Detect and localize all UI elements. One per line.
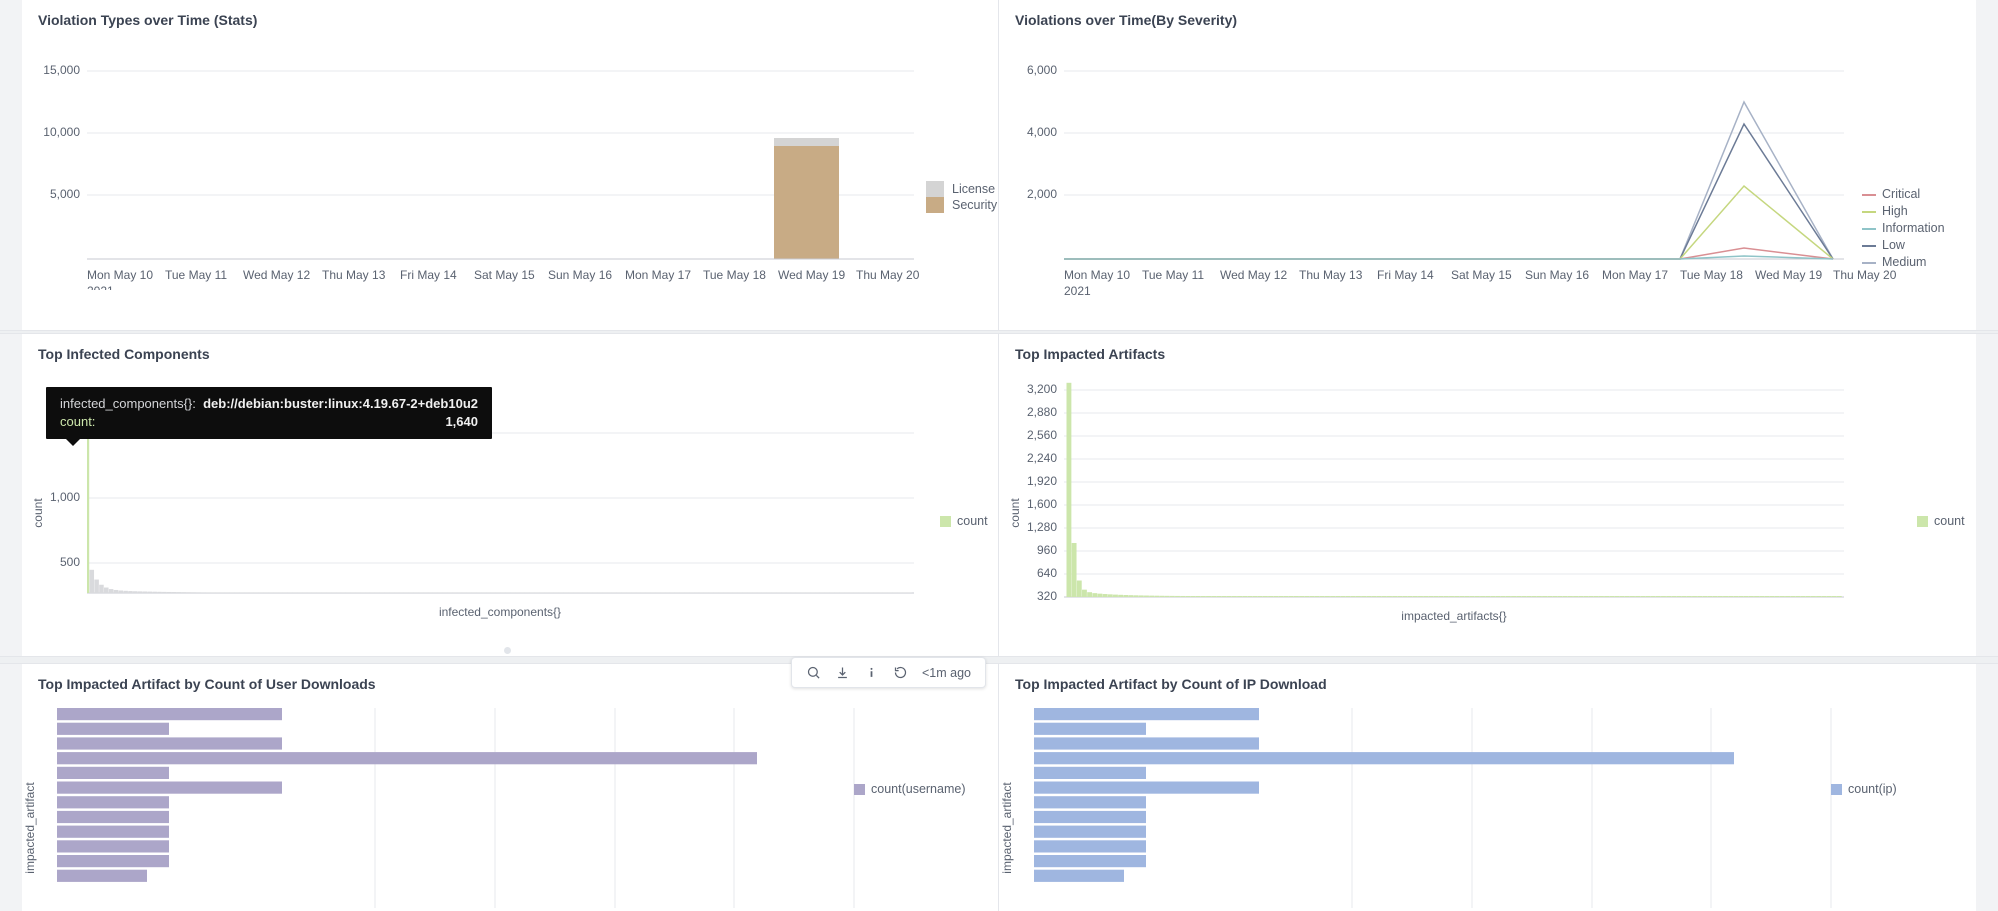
svg-text:960: 960	[1037, 543, 1057, 557]
svg-text:impacted_artifact: impacted_artifact	[1000, 782, 1014, 874]
svg-text:Thu May 13: Thu May 13	[322, 268, 386, 282]
svg-text:Wed May 19: Wed May 19	[1755, 268, 1822, 282]
svg-text:2021: 2021	[87, 284, 114, 290]
svg-text:320: 320	[1037, 589, 1057, 603]
svg-text:Tue May 11: Tue May 11	[1142, 268, 1204, 282]
svg-text:2021: 2021	[1064, 284, 1091, 298]
svg-text:Wed May 12: Wed May 12	[243, 268, 310, 282]
svg-text:Sat May 15: Sat May 15	[474, 268, 535, 282]
svg-text:2,560: 2,560	[1027, 428, 1057, 442]
svg-text:Tue May 18: Tue May 18	[703, 268, 766, 282]
svg-text:6,000: 6,000	[1027, 63, 1057, 77]
svg-text:Tue May 18: Tue May 18	[1680, 268, 1743, 282]
svg-text:1,920: 1,920	[1027, 474, 1057, 488]
svg-text:infected_components{}: infected_components{}	[439, 605, 561, 619]
svg-text:3,200: 3,200	[1027, 382, 1057, 396]
svg-text:1,600: 1,600	[1027, 497, 1057, 511]
svg-text:Mon May 17: Mon May 17	[625, 268, 691, 282]
svg-text:2,880: 2,880	[1027, 405, 1057, 419]
svg-text:Sat May 15: Sat May 15	[1451, 268, 1512, 282]
svg-text:impacted_artifact: impacted_artifact	[23, 782, 37, 874]
svg-text:Mon May 10: Mon May 10	[1064, 268, 1130, 282]
svg-text:2,000: 2,000	[1027, 187, 1057, 201]
svg-text:count: count	[1008, 498, 1022, 528]
svg-text:10,000: 10,000	[43, 125, 80, 139]
svg-text:Mon May 17: Mon May 17	[1602, 268, 1668, 282]
svg-text:Tue May 11: Tue May 11	[165, 268, 227, 282]
svg-text:2,240: 2,240	[1027, 451, 1057, 465]
svg-text:Mon May 10: Mon May 10	[87, 268, 153, 282]
svg-text:15,000: 15,000	[43, 63, 80, 77]
svg-text:5,000: 5,000	[50, 187, 80, 201]
svg-text:640: 640	[1037, 566, 1057, 580]
svg-text:Thu May 13: Thu May 13	[1299, 268, 1363, 282]
svg-text:Fri May 14: Fri May 14	[400, 268, 457, 282]
svg-text:500: 500	[60, 555, 80, 569]
svg-text:Wed May 19: Wed May 19	[778, 268, 845, 282]
svg-text:Sun May 16: Sun May 16	[548, 268, 612, 282]
svg-text:Wed May 12: Wed May 12	[1220, 268, 1287, 282]
svg-text:1,280: 1,280	[1027, 520, 1057, 534]
svg-text:Sun May 16: Sun May 16	[1525, 268, 1589, 282]
svg-text:1,000: 1,000	[50, 490, 80, 504]
svg-text:4,000: 4,000	[1027, 125, 1057, 139]
svg-text:Fri May 14: Fri May 14	[1377, 268, 1434, 282]
svg-text:impacted_artifacts{}: impacted_artifacts{}	[1401, 609, 1506, 623]
svg-text:Thu May 20: Thu May 20	[856, 268, 920, 282]
svg-text:count: count	[31, 498, 45, 528]
